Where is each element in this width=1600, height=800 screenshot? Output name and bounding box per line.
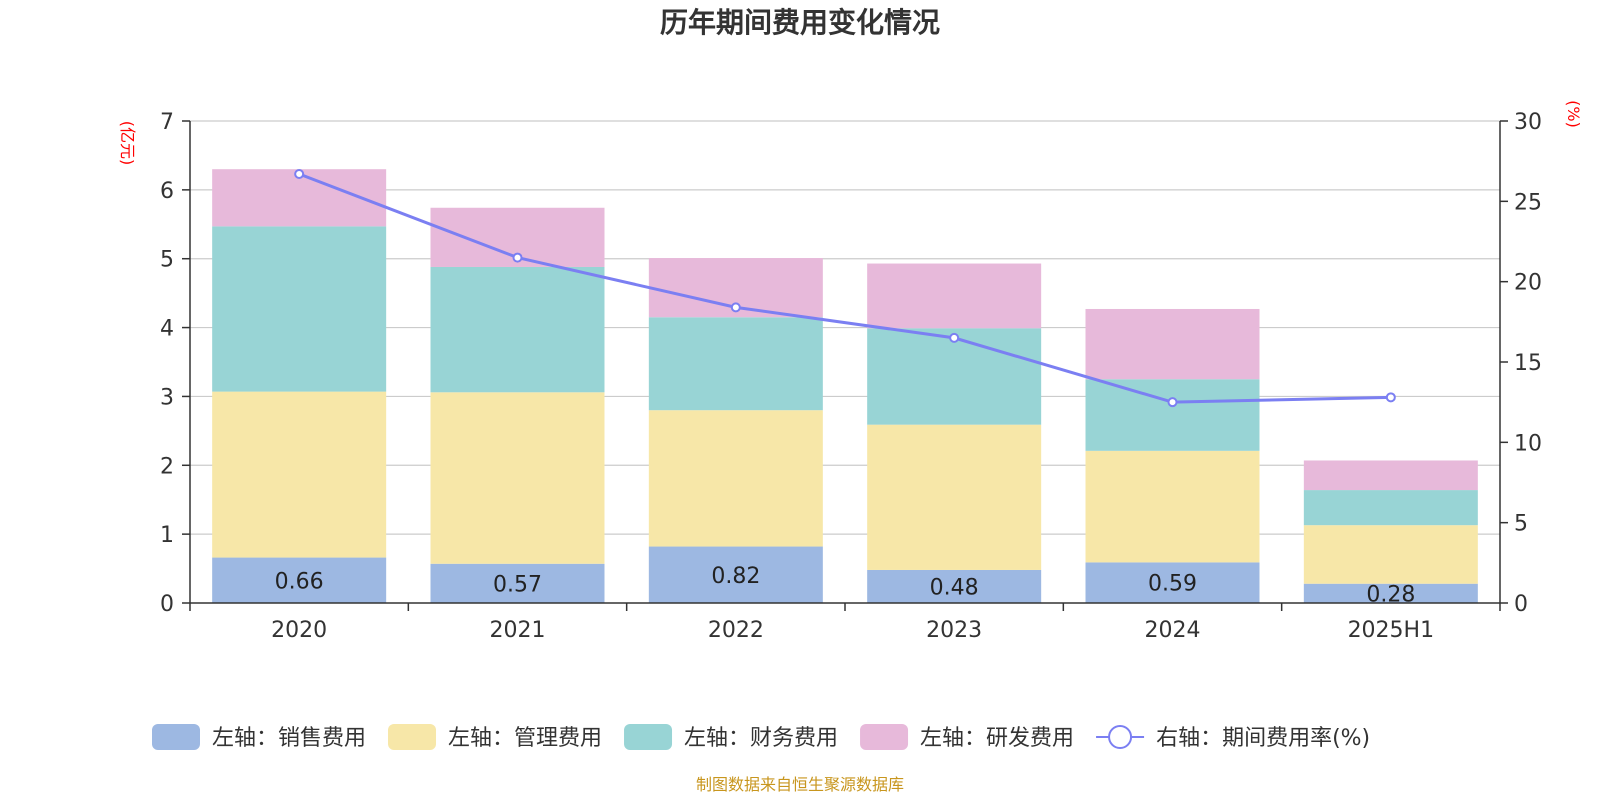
right-axis-tick-label: 5 <box>1514 512 1528 537</box>
right-axis-tick-label: 25 <box>1514 190 1542 215</box>
left-axis-tick-label: 4 <box>160 317 174 342</box>
bar-segment <box>648 410 823 547</box>
bar-segment <box>212 391 387 558</box>
bar-segment <box>1303 460 1478 491</box>
bar-segment <box>1303 490 1478 526</box>
rate-line-point <box>1167 397 1178 408</box>
x-axis-tick-label: 2020 <box>271 618 327 643</box>
legend-label: 左轴：研发费用 <box>920 726 1074 751</box>
right-axis-unit: (%) <box>1564 100 1583 128</box>
right-axis-tick-label: 0 <box>1514 592 1528 617</box>
bar-data-label: 0.66 <box>275 569 324 594</box>
right-axis-tick-label: 20 <box>1514 271 1542 296</box>
left-axis-tick-label: 5 <box>160 248 174 273</box>
bar-segment <box>212 557 387 603</box>
rate-line-point <box>512 252 523 263</box>
bar-segment <box>1085 562 1260 603</box>
bar-segment <box>867 328 1042 425</box>
bar-data-label: 0.48 <box>930 575 979 600</box>
bar-segment <box>1085 308 1260 380</box>
bar-segment <box>1085 450 1260 563</box>
x-axis-tick-label: 2022 <box>708 618 764 643</box>
chart-title: 历年期间费用变化情况 <box>660 6 940 39</box>
rate-line-point <box>949 332 960 343</box>
bar-segment <box>212 226 387 392</box>
left-axis-tick-label: 2 <box>160 454 174 479</box>
bar-segment <box>430 266 605 393</box>
legend-swatch <box>152 724 200 750</box>
right-axis-tick-label: 10 <box>1514 431 1542 456</box>
legend-label: 左轴：管理费用 <box>448 726 602 751</box>
rate-line <box>294 169 1396 408</box>
right-axis-tick-label: 30 <box>1514 110 1542 135</box>
rate-line-point <box>730 302 741 313</box>
rate-line-point <box>294 169 305 180</box>
legend-swatch <box>388 724 437 750</box>
left-axis-tick-label: 7 <box>160 110 174 135</box>
bar-segment <box>430 563 605 603</box>
legend-item: 左轴：销售费用 <box>152 724 366 751</box>
legend-circle-marker <box>1108 725 1133 749</box>
bar-segment <box>430 392 605 564</box>
bar-segment <box>648 546 823 603</box>
legend-swatch <box>624 724 673 750</box>
legend-item: 左轴：财务费用 <box>624 724 838 751</box>
left-axis-unit: (亿元) <box>118 121 137 166</box>
bar-segment <box>867 263 1042 329</box>
bars <box>212 169 1478 603</box>
source-note: 制图数据来自恒生聚源数据库 <box>696 775 904 794</box>
legend-item: 左轴：管理费用 <box>388 724 602 751</box>
rate-line-path <box>298 172 1391 404</box>
legend: 左轴：销售费用 左轴：管理费用 左轴：财务费用 左轴：研发费用 右轴：期间费用率(%) <box>152 724 1370 751</box>
bar-data-labels: 0.66 0.57 0.82 0.48 0.59 0.28 <box>275 564 1416 608</box>
bar-segment <box>867 569 1042 603</box>
axes: 0 1 2 3 4 5 6 7 0 5 10 15 20 25 30 2020 2021 2022 2023 2024… <box>160 110 1542 643</box>
left-axis-tick-label: 6 <box>160 179 174 204</box>
legend-swatch <box>860 724 909 750</box>
left-axis-tick-label: 1 <box>160 523 174 548</box>
x-axis-tick-label: 2021 <box>490 618 546 643</box>
x-axis-tick-label: 2025H1 <box>1348 618 1435 643</box>
rate-line-point <box>1385 392 1396 403</box>
legend-label: 右轴：期间费用率(%) <box>1156 726 1370 751</box>
left-axis-tick-label: 3 <box>160 385 174 410</box>
legend-item: 左轴：研发费用 <box>860 724 1074 751</box>
bar-segment <box>648 317 823 411</box>
left-axis-tick-label: 0 <box>160 592 174 617</box>
legend-label: 左轴：财务费用 <box>684 726 838 751</box>
bar-segment <box>1303 525 1478 584</box>
bar-segment <box>1085 379 1260 451</box>
bar-data-label: 0.59 <box>1148 572 1197 597</box>
bar-data-label: 0.57 <box>493 572 542 597</box>
legend-label: 左轴：销售费用 <box>212 726 366 751</box>
x-axis-tick-label: 2024 <box>1145 618 1201 643</box>
right-axis-tick-label: 15 <box>1514 351 1542 376</box>
bar-segment <box>1303 583 1478 603</box>
x-axis-tick-label: 2023 <box>926 618 982 643</box>
bar-segment <box>867 424 1042 570</box>
bar-data-label: 0.82 <box>711 564 760 589</box>
legend-item: 右轴：期间费用率(%) <box>1096 725 1370 751</box>
grid-lines <box>190 120 1500 535</box>
